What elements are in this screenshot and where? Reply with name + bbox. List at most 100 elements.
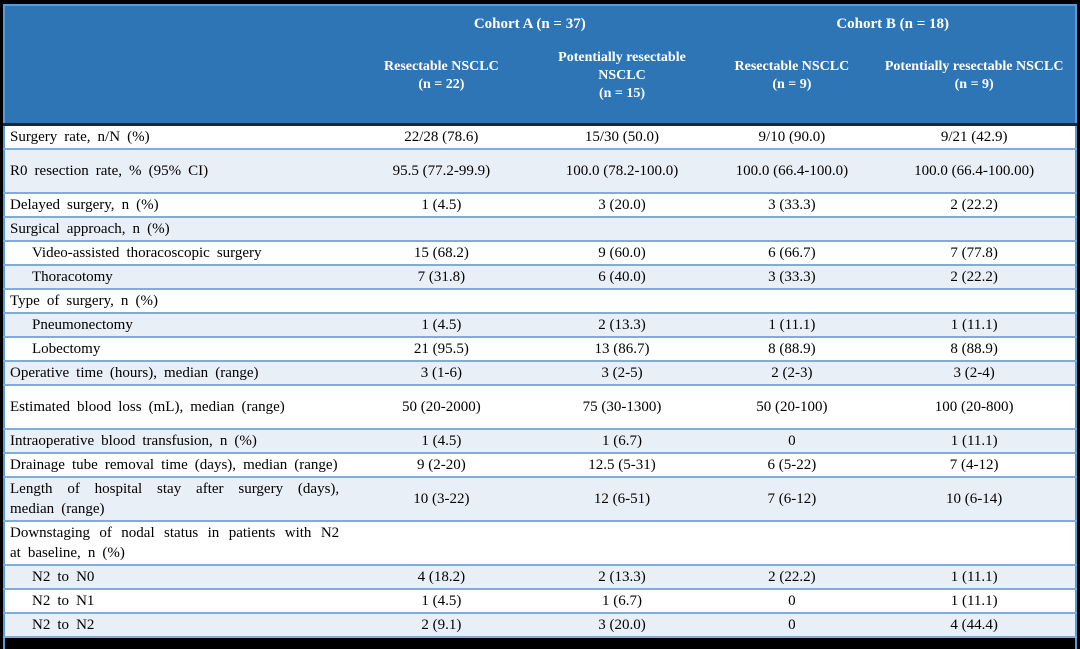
- cell-value: 7 (6-12): [767, 491, 817, 507]
- cell-value: [349, 217, 533, 241]
- col-header-name: Resectable NSCLC: [734, 58, 850, 74]
- cell-value: 10 (6-14): [946, 491, 1003, 507]
- cell-value: [710, 521, 873, 565]
- cell-value: 0: [788, 593, 796, 609]
- table-row: Length of hospital stay after surgery (d…: [4, 477, 1076, 521]
- table-row: Intraoperative blood transfusion, n (%) 1…: [4, 429, 1076, 453]
- cell-value: 1 (4.5): [421, 433, 462, 449]
- cell-value: 21 (95.5): [413, 341, 469, 357]
- cell-value: 1 (6.7): [601, 593, 642, 609]
- cell-value: 0: [788, 617, 796, 633]
- table-row: Drainage tube removal time (days), media…: [4, 453, 1076, 477]
- cohort-header-row: Cohort A (n = 37) Cohort B (n = 18): [4, 5, 1076, 125]
- row-label: N2 to N2: [32, 617, 95, 633]
- cell-value: 1 (11.1): [950, 433, 998, 449]
- cohort-b-header: Cohort B (n = 18): [710, 5, 1076, 37]
- cell-value: [349, 521, 533, 565]
- cell-value: 8 (88.9): [950, 341, 998, 357]
- row-label: Downstaging of nodal status in patients …: [10, 525, 340, 561]
- table-row: Estimated blood loss (mL), median (range…: [4, 385, 1076, 429]
- table-body: Surgery rate, n/N (%) 22/28 (78.6) 15/30 (…: [4, 125, 1076, 649]
- row-label: N2 to N1: [32, 593, 95, 609]
- cell-value: 15/30 (50.0): [584, 129, 660, 145]
- outcomes-table-container: Cohort A (n = 37) Cohort B (n = 18) Rese…: [3, 4, 1077, 649]
- table-row: Thoracotomy 7 (31.8) 6 (40.0) 3 (33.3) 2 (22…: [4, 265, 1076, 289]
- cell-value: 1 (11.1): [950, 317, 998, 333]
- row-label: Type of surgery, n (%): [10, 293, 158, 309]
- table-row: N2 to N2 2 (9.1) 3 (20.0) 0 4 (44.4): [4, 613, 1076, 637]
- col-header-resectable-b: Resectable NSCLC (n = 9): [710, 37, 874, 125]
- cell-value: [534, 217, 711, 241]
- cell-value: 1 (11.1): [950, 569, 998, 585]
- row-label: Lobectomy: [32, 341, 101, 357]
- cell-value: 3 (20.0): [598, 641, 646, 649]
- cell-value: [873, 521, 1076, 565]
- cell-value: 13 (86.7): [594, 341, 650, 357]
- row-label: Delayed surgery, n (%): [10, 197, 159, 213]
- row-label: Surgical complications, n (%): [10, 641, 199, 649]
- row-label: Thoracotomy: [32, 269, 113, 285]
- col-header-n: (n = 15): [598, 86, 646, 102]
- cell-value: [873, 289, 1076, 313]
- row-label: Pneumonectomy: [32, 317, 133, 333]
- row-label: Operative time (hours), median (range): [10, 365, 259, 381]
- cell-value: 1 (4.5): [421, 641, 462, 649]
- row-label: Video-assisted thoracoscopic surgery: [32, 245, 262, 261]
- subgroup-header-row: Resectable NSCLC (n = 22) Potentially re…: [4, 37, 1076, 125]
- cell-value: 2 (22.2): [950, 269, 998, 285]
- cell-value: [349, 289, 533, 313]
- cell-value: 10 (3-22): [413, 491, 470, 507]
- cell-value: 100.0 (66.4-100.00): [914, 163, 1035, 179]
- cell-value: 3 (33.3): [768, 269, 816, 285]
- row-label: Surgical approach, n (%): [10, 221, 170, 237]
- cell-value: 95.5 (77.2-99.9): [392, 163, 491, 179]
- table-header: Cohort A (n = 37) Cohort B (n = 18) Rese…: [4, 5, 1076, 125]
- cell-value: 1 (4.5): [421, 197, 462, 213]
- col-header-n: (n = 22): [418, 77, 465, 92]
- cell-value: 9 (2-20): [416, 457, 466, 473]
- table-row: N2 to N0 4 (18.2) 2 (13.3) 2 (22.2) 1 (11.1): [4, 565, 1076, 589]
- col-header-potentially-resectable-b: Potentially resectable NSCLC (n = 9): [873, 37, 1076, 125]
- cell-value: 100.0 (66.4-100.0): [735, 163, 849, 179]
- col-header-name: Potentially resectable NSCLC: [884, 58, 1064, 74]
- cell-value: 2 (2-3): [771, 365, 813, 381]
- col-header-resectable-a: Resectable NSCLC (n = 22): [349, 37, 534, 125]
- col-header-name: Resectable NSCLC: [384, 58, 499, 74]
- table-row: Surgical approach, n (%): [4, 217, 1076, 241]
- cell-value: 1 (11.1): [950, 593, 998, 609]
- cell-value: [534, 521, 711, 565]
- row-label: Length of hospital stay after surgery (d…: [10, 481, 340, 517]
- col-header-n: (n = 9): [954, 77, 994, 92]
- cell-value: 2 (13.3): [598, 317, 646, 333]
- table-row: Delayed surgery, n (%) 1 (4.5) 3 (20.0) 3 (…: [4, 193, 1076, 217]
- cell-value: 0: [788, 433, 796, 449]
- cell-value: 7 (4-12): [949, 457, 999, 473]
- cell-value: 3 (2-4): [953, 365, 995, 381]
- cell-value: 6 (40.0): [598, 269, 646, 285]
- cell-value: 12.5 (5-31): [588, 457, 656, 473]
- cell-value: 9 (60.0): [598, 245, 646, 261]
- table-row: N2 to N1 1 (4.5) 1 (6.7) 0 1 (11.1): [4, 589, 1076, 613]
- row-label: N2 to N0: [32, 569, 95, 585]
- row-label-header-cell: [4, 5, 350, 125]
- cell-value: 3 (20.0): [598, 197, 646, 213]
- row-label: Intraoperative blood transfusion, n (%): [10, 433, 257, 449]
- cell-value: 3 (1-6): [420, 365, 462, 381]
- row-label: Surgery rate, n/N (%): [10, 129, 150, 145]
- cell-value: [534, 289, 711, 313]
- cell-value: 1 (6.7): [601, 433, 642, 449]
- cell-value: 9/10 (90.0): [758, 129, 826, 145]
- cell-value: 7 (31.8): [417, 269, 466, 285]
- cell-value: 2 (9.1): [421, 617, 462, 633]
- cell-value: 9/21 (42.9): [940, 129, 1008, 145]
- cell-value: 3 (2-5): [601, 365, 643, 381]
- col-header-name: Potentially resectable NSCLC: [558, 49, 686, 83]
- cell-value: 22/28 (78.6): [404, 129, 479, 145]
- cell-value: 2 (22.2): [950, 197, 998, 213]
- cell-value: 1 (4.5): [421, 593, 462, 609]
- table-row: Surgery rate, n/N (%) 22/28 (78.6) 15/30 (…: [4, 125, 1076, 150]
- cohort-a-header: Cohort A (n = 37): [349, 5, 711, 37]
- cell-value: 50 (20-2000): [401, 399, 481, 415]
- table-row: Pneumonectomy 1 (4.5) 2 (13.3) 1 (11.1) 1 (1…: [4, 313, 1076, 337]
